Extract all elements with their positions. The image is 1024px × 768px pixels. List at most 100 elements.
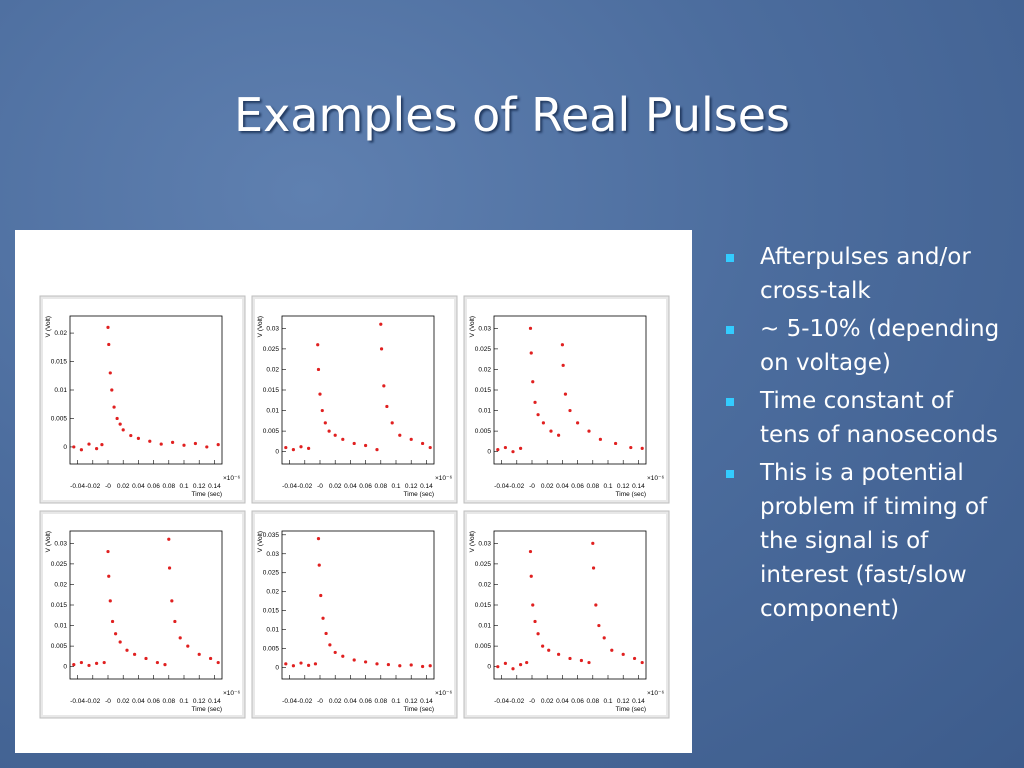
data-point [519, 663, 523, 667]
y-tick-label: 0 [63, 664, 67, 671]
y-tick-label: 0.01 [266, 408, 279, 415]
y-tick-label: 0.005 [51, 415, 68, 422]
data-point [324, 631, 328, 636]
data-point [167, 566, 172, 570]
x-tick-label: -0 [105, 483, 111, 490]
data-point [640, 660, 644, 665]
data-point [409, 663, 413, 667]
data-point [108, 371, 112, 375]
data-point [108, 599, 112, 603]
data-point [284, 662, 288, 666]
data-point [398, 664, 402, 668]
x-tick-label: 0.14 [632, 698, 645, 705]
y-tick-label: 0 [63, 444, 67, 451]
plot-panel: 0 0.005 0.01 0.015 0.02 0.025 0.03 -0.04 -0.02 -0… [251, 295, 458, 504]
y-tick-label: 0.015 [51, 359, 68, 366]
y-tick-label: 0 [275, 665, 279, 672]
data-point [144, 656, 148, 661]
data-point [321, 616, 325, 620]
x-tick-label: 0.1 [179, 483, 188, 490]
data-point [531, 380, 535, 384]
data-point [496, 448, 500, 452]
x-tick-label: 0.1 [391, 698, 400, 705]
data-point [114, 632, 118, 636]
data-point [496, 665, 500, 669]
x-tick-label: -0.02 [85, 483, 100, 490]
x-tick-label: 0.06 [359, 698, 372, 705]
data-point [79, 660, 83, 665]
x-tick-label: 0.12 [617, 483, 630, 490]
data-point [528, 549, 533, 554]
data-point [591, 566, 596, 570]
data-point [316, 536, 321, 541]
x-tick-label: -0 [105, 698, 111, 705]
y-tick-label: 0.025 [475, 561, 492, 568]
y-tick-label: 0.03 [54, 540, 67, 547]
data-point [110, 619, 115, 624]
x-scale-label: ×10⁻⁶ [223, 475, 240, 482]
x-tick-label: 0.02 [329, 698, 342, 705]
data-point [171, 440, 175, 444]
y-tick-label: 0.02 [54, 330, 67, 337]
data-point [511, 667, 515, 671]
data-point [307, 446, 311, 450]
x-tick-label: 0.02 [117, 483, 130, 490]
x-tick-label: 0.08 [586, 698, 599, 705]
data-point [107, 574, 111, 578]
data-point [633, 656, 637, 661]
x-tick-label: -0.02 [509, 483, 524, 490]
data-point [106, 549, 110, 554]
x-tick-label: -0.04 [494, 698, 509, 705]
x-tick-label: 0.02 [541, 483, 554, 490]
y-tick-label: 0.03 [478, 540, 491, 547]
data-point [197, 652, 201, 656]
data-point [533, 619, 537, 624]
x-tick-label: -0.04 [70, 698, 85, 705]
data-point [112, 405, 116, 409]
x-tick-label: 0.08 [162, 698, 175, 705]
y-tick-label: 0.02 [478, 581, 491, 588]
x-tick-label: -0.02 [297, 698, 312, 705]
x-tick-label: -0 [529, 698, 535, 705]
x-axis-label: Time (sec) [616, 491, 646, 498]
y-tick-label: 0.025 [263, 570, 280, 577]
data-point [79, 448, 83, 452]
data-point [87, 442, 91, 446]
data-point [602, 636, 606, 640]
data-point [216, 660, 220, 665]
x-tick-label: -0.04 [70, 483, 85, 490]
data-point [386, 662, 390, 667]
data-point [320, 408, 324, 413]
x-tick-label: -0.04 [494, 483, 509, 490]
x-scale-label: ×10⁻⁶ [647, 690, 664, 697]
data-point [598, 437, 603, 441]
data-point [341, 437, 345, 441]
y-tick-label: 0.03 [478, 325, 491, 332]
data-point [428, 664, 432, 668]
data-point [379, 322, 383, 326]
x-tick-label: 0.06 [147, 483, 160, 490]
x-tick-label: -0.02 [509, 698, 524, 705]
x-axis-label: Time (sec) [192, 491, 222, 498]
data-point [95, 447, 99, 451]
data-point [533, 400, 537, 404]
y-tick-label: 0.015 [263, 387, 280, 394]
x-tick-label: -0.04 [282, 698, 297, 705]
x-tick-label: 0.12 [193, 483, 206, 490]
data-point [291, 664, 295, 668]
data-point [182, 443, 186, 447]
data-point [95, 661, 99, 665]
data-point [178, 636, 182, 640]
x-tick-label: 0.14 [208, 483, 221, 490]
y-tick-label: 0.005 [263, 428, 280, 435]
y-tick-label: 0.015 [475, 387, 492, 394]
x-tick-label: 0.06 [359, 483, 372, 490]
data-point [323, 421, 327, 425]
bullet: ~ 5-10% (depending on voltage) [720, 312, 1005, 380]
x-tick-label: 0.12 [405, 483, 418, 490]
data-point [536, 632, 540, 636]
x-tick-label: 0.1 [603, 483, 612, 490]
data-point [159, 442, 163, 446]
